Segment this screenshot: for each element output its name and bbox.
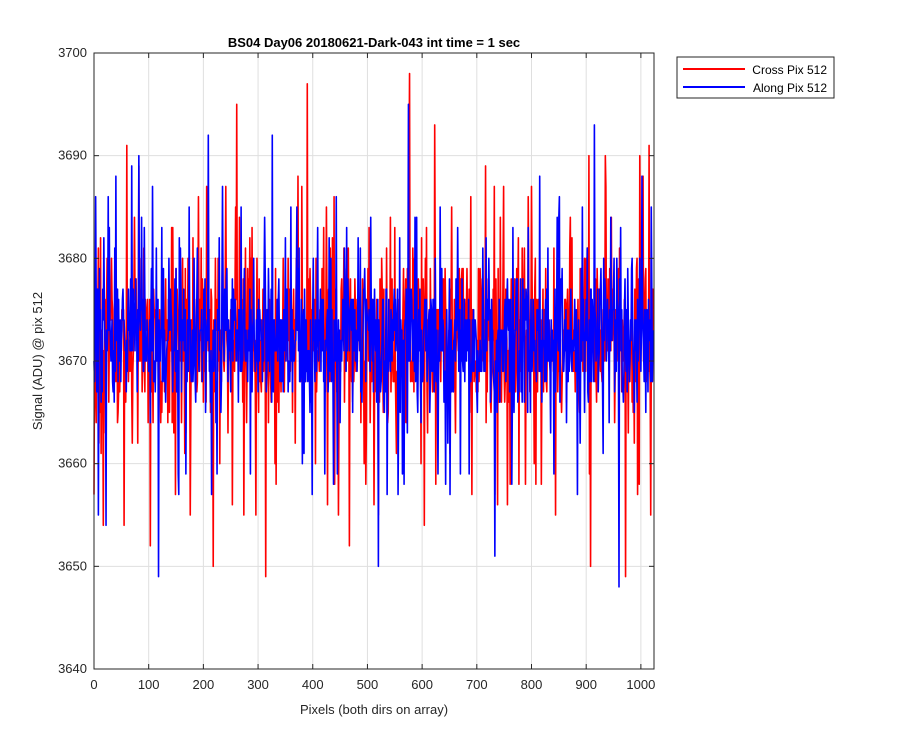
y-tick-label: 3690 bbox=[58, 148, 87, 163]
x-tick-label: 900 bbox=[575, 677, 597, 692]
y-tick-label: 3660 bbox=[58, 456, 87, 471]
y-tick-label: 3680 bbox=[58, 250, 87, 265]
legend-box bbox=[676, 56, 835, 99]
y-tick-label: 3700 bbox=[58, 45, 87, 60]
x-tick-label: 100 bbox=[138, 677, 160, 692]
x-axis-label: Pixels (both dirs on array) bbox=[300, 702, 448, 717]
x-tick-label: 1000 bbox=[626, 677, 655, 692]
y-tick-label: 3670 bbox=[58, 353, 87, 368]
x-tick-label: 400 bbox=[302, 677, 324, 692]
series-line-along-pix bbox=[93, 103, 655, 588]
x-tick-label: 500 bbox=[357, 677, 379, 692]
chart-title: BS04 Day06 20180621-Dark-043 int time = … bbox=[228, 35, 520, 50]
ticks: 0 100 200 300 400 500 600 700 800 900 1000 3640 3650… bbox=[58, 45, 655, 692]
y-tick-label: 3640 bbox=[58, 661, 87, 676]
x-tick-label: 800 bbox=[521, 677, 543, 692]
legend: Cross Pix 512 Along Pix 512 bbox=[676, 56, 835, 99]
x-tick-label: 700 bbox=[466, 677, 488, 692]
legend-label-along: Along Pix 512 bbox=[753, 81, 827, 95]
legend-label-cross: Cross Pix 512 bbox=[752, 63, 827, 77]
x-tick-label: 0 bbox=[90, 677, 97, 692]
y-axis-label: Signal (ADU) @ pix 512 bbox=[30, 292, 45, 430]
x-tick-label: 600 bbox=[411, 677, 433, 692]
x-tick-label: 200 bbox=[193, 677, 215, 692]
y-tick-label: 3650 bbox=[58, 558, 87, 573]
series-group bbox=[93, 72, 655, 588]
x-tick-label: 300 bbox=[247, 677, 269, 692]
